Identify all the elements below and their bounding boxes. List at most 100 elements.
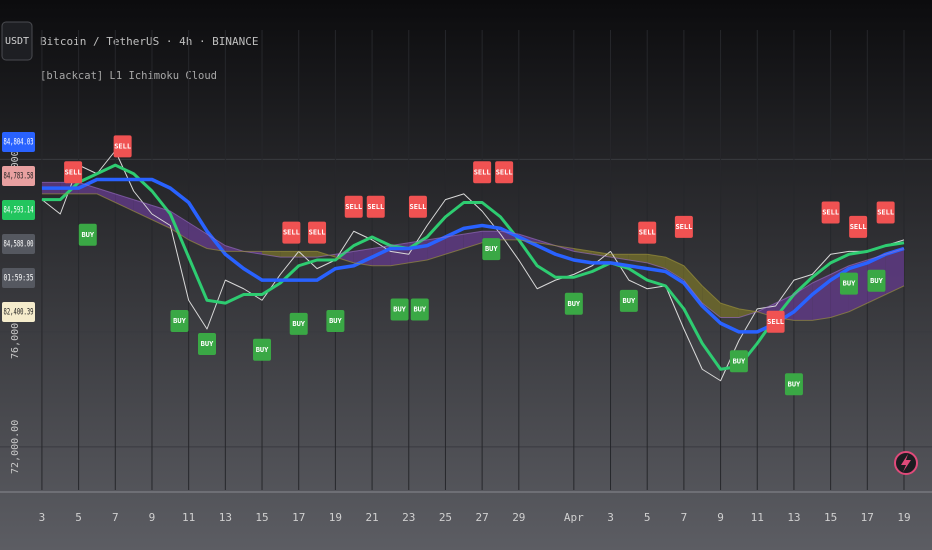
- signal-label: SELL: [767, 318, 784, 326]
- cloud-segment: [335, 251, 354, 263]
- x-tick-label: 17: [292, 511, 305, 524]
- signal-label: BUY: [173, 317, 186, 325]
- x-tick-label: 29: [512, 511, 525, 524]
- x-tick-label: 7: [112, 511, 119, 524]
- currency-label: USDT: [5, 36, 29, 47]
- cloud-segment: [573, 248, 593, 255]
- cloud-segment: [463, 231, 483, 249]
- signal-label: SELL: [877, 209, 894, 217]
- chart-title: Bitcoin / TetherUS · 4h · BINANCE: [40, 35, 259, 48]
- indicator-name: [blackcat] L1 Ichimoku Cloud: [40, 70, 217, 82]
- price-badge-label: 84,588.00: [4, 240, 34, 250]
- x-tick-label: 9: [717, 511, 724, 524]
- signal-label: BUY: [413, 306, 426, 314]
- signal-label: BUY: [81, 231, 94, 239]
- signal-label: SELL: [309, 229, 326, 237]
- signal-box: [674, 215, 693, 238]
- signal-box: [821, 201, 840, 224]
- signal-box: [729, 350, 748, 373]
- x-tick-label: 21: [365, 511, 378, 524]
- cloud-segment: [610, 254, 629, 260]
- signal-box: [876, 201, 895, 224]
- signal-box: [784, 373, 803, 396]
- signal-label: BUY: [201, 340, 214, 348]
- cloud-segment: [96, 188, 116, 203]
- x-tick-label: 7: [681, 511, 688, 524]
- x-tick-label: 13: [787, 511, 800, 524]
- cloud-segment: [445, 234, 464, 255]
- series-line: [41, 163, 905, 371]
- price-badge-label: 84,804.03: [4, 138, 34, 148]
- currency-button[interactable]: [1, 21, 33, 61]
- signal-label: BUY: [788, 380, 801, 388]
- cloud-segment: [885, 248, 904, 295]
- y-tick-label: 82,000.00: [10, 132, 21, 186]
- price-badge: [2, 268, 35, 288]
- signal-label: SELL: [496, 168, 513, 176]
- x-tick-label: 19: [329, 511, 342, 524]
- x-tick-label: 15: [824, 511, 837, 524]
- signal-label: BUY: [733, 357, 746, 365]
- signal-label: SELL: [283, 229, 300, 237]
- x-tick-label: 23: [402, 511, 415, 524]
- signal-label: BUY: [623, 297, 636, 305]
- x-tick-label: 19: [897, 511, 910, 524]
- signal-label: BUY: [485, 245, 498, 253]
- x-tick-label: 9: [149, 511, 156, 524]
- x-tick-label: 17: [861, 511, 874, 524]
- signal-label: BUY: [843, 280, 856, 288]
- signal-label: SELL: [345, 203, 362, 211]
- x-tick-label: 5: [644, 511, 651, 524]
- signal-box: [839, 272, 858, 295]
- signal-label: SELL: [367, 203, 384, 211]
- signal-box: [408, 195, 427, 218]
- cloud-segment: [592, 251, 611, 258]
- signal-label: BUY: [870, 277, 883, 285]
- price-badge-label: 01:59:35: [4, 274, 34, 284]
- signal-box: [253, 338, 272, 361]
- cloud-segment: [133, 199, 152, 220]
- signal-label: SELL: [410, 203, 427, 211]
- x-tick-label: 11: [751, 511, 764, 524]
- price-badge-label: 84,593.14: [4, 206, 34, 216]
- signal-box: [473, 161, 492, 184]
- x-tick-label: Apr: [564, 511, 584, 524]
- signal-box: [638, 221, 657, 244]
- cloud-segment: [647, 254, 666, 269]
- logo: [894, 451, 918, 475]
- signal-label: BUY: [393, 306, 406, 314]
- signal-box: [326, 310, 345, 332]
- signal-box: [766, 310, 785, 333]
- signal-label: SELL: [822, 209, 839, 217]
- series-line: [41, 177, 905, 334]
- cloud-segment: [665, 257, 684, 281]
- x-tick-label: 15: [255, 511, 268, 524]
- cloud-segment: [353, 248, 373, 266]
- signal-box: [308, 221, 327, 244]
- signal-box: [867, 269, 886, 292]
- signal-box: [282, 221, 301, 244]
- signal-box: [366, 195, 385, 218]
- cloud-segment: [170, 211, 189, 240]
- signal-box: [390, 298, 409, 321]
- signal-box: [198, 333, 216, 355]
- signal-box: [170, 310, 189, 332]
- signal-box: [495, 161, 514, 184]
- signal-box: [78, 223, 97, 246]
- price-badge: [2, 302, 35, 322]
- price-badge-label: 82,400.39: [4, 308, 34, 318]
- signal-box: [410, 298, 429, 321]
- series-line: [41, 193, 905, 321]
- cloud-segment: [262, 251, 281, 258]
- signal-label: BUY: [568, 300, 581, 308]
- signal-box: [564, 292, 583, 315]
- signal-label: SELL: [65, 168, 82, 176]
- cloud-segment: [702, 285, 721, 318]
- price-badge: [2, 234, 35, 254]
- y-tick-label: 72,000.00: [10, 420, 21, 474]
- x-tick-label: 13: [219, 511, 232, 524]
- series-line: [41, 181, 905, 318]
